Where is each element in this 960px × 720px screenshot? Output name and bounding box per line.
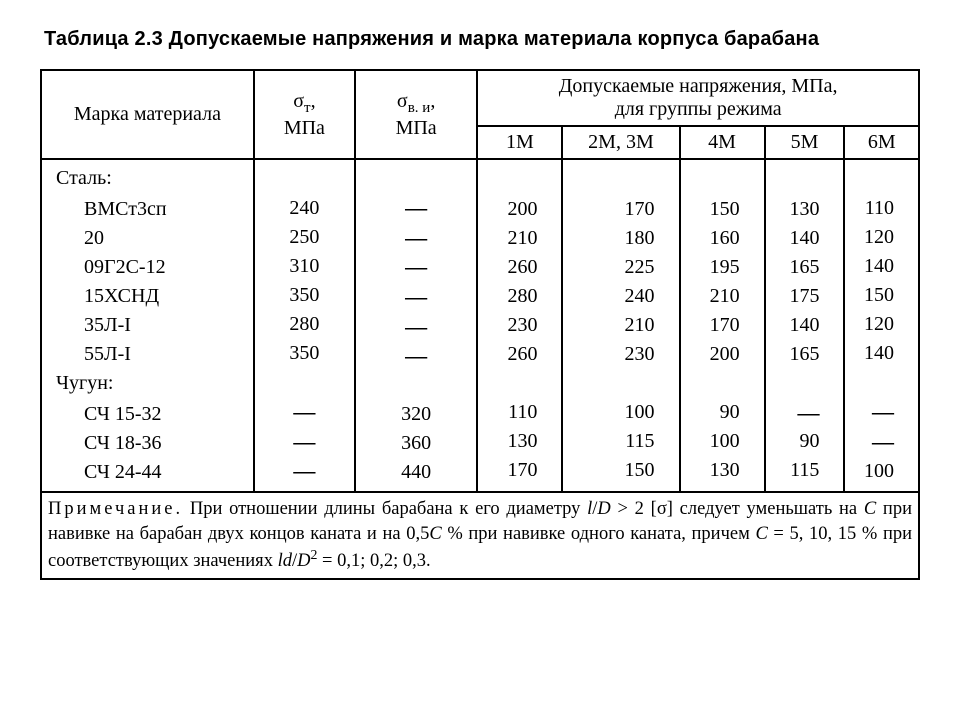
table-cell: 225 [569,253,654,282]
table-cell: 100 [687,427,740,456]
table-cell: 110 [851,194,894,223]
table-cell: 140 [772,311,820,340]
table-cell: 140 [772,224,820,253]
table-cell: 130 [687,456,740,485]
table-cell: 150 [569,456,654,485]
table-cell: 195 [687,253,740,282]
table-cell: 100 [851,457,894,486]
table-cell: 165 [772,340,820,369]
table-cell: — [772,398,820,428]
table-cell: 115 [569,427,654,456]
table-cell: 170 [484,456,537,485]
header-23m: 2М, 3М [562,126,679,159]
table-cell: — [362,193,470,223]
table-cell: 170 [687,311,740,340]
table-cell: 175 [772,282,820,311]
header-6m: 6М [844,126,919,159]
table-cell: 230 [569,340,654,369]
table-cell: 280 [484,282,537,311]
table-cell: 180 [569,224,654,253]
table-cell: 100 [569,398,654,427]
table-caption: Таблица 2.3 Допускаемые напряжения и мар… [44,28,920,51]
section-label: Чугун: [56,369,247,398]
table-cell: 200 [687,340,740,369]
table-cell: 280 [261,310,348,339]
header-sigma-t: σт,МПа [254,70,355,159]
table-cell: 230 [484,311,537,340]
header-4m: 4М [680,126,765,159]
table-cell: 320 [362,400,470,429]
table-cell: 360 [362,429,470,458]
table-cell: 210 [569,311,654,340]
table-cell: — [261,427,348,457]
header-group-title: Допускаемые напряжения, МПа,для группы р… [477,70,919,126]
table-cell: 210 [484,224,537,253]
table-cell: 165 [772,253,820,282]
table-cell: 260 [484,340,537,369]
stress-table: Марка материала σт,МПа σв. и,МПа Допуска… [40,69,920,580]
material-name: 55Л-I [56,340,247,369]
header-sigma-b: σв. и,МПа [355,70,477,159]
table-cell: 260 [484,253,537,282]
table-cell: 200 [484,195,537,224]
table-cell: 240 [569,282,654,311]
table-cell: 170 [569,195,654,224]
table-cell: 210 [687,282,740,311]
header-1m: 1М [477,126,562,159]
table-cell: — [362,341,470,371]
table-cell: 140 [851,252,894,281]
table-cell: — [362,252,470,282]
material-name: СЧ 24-44 [56,458,247,487]
table-cell: 250 [261,223,348,252]
table-cell: 90 [687,398,740,427]
table-cell: 90 [772,427,820,456]
header-5m: 5М [765,126,845,159]
table-cell: — [362,312,470,342]
material-name: 35Л-I [56,311,247,340]
table-cell: 130 [772,195,820,224]
table-cell: — [261,456,348,486]
table-cell: — [851,427,894,457]
table-cell: 310 [261,252,348,281]
table-cell: — [362,223,470,253]
material-name: 20 [56,224,247,253]
table-cell: 350 [261,281,348,310]
material-name: ВМСт3сп [56,195,247,224]
table-cell: 120 [851,223,894,252]
table-cell: 130 [484,427,537,456]
table-cell: — [851,397,894,427]
data-row: Сталь:ВМСт3сп2009Г2С-1215ХСНД35Л-I55Л-IЧ… [41,159,919,492]
table-cell: 115 [772,456,820,485]
table-cell: 350 [261,339,348,368]
table-cell: 160 [687,224,740,253]
table-cell: 440 [362,458,470,487]
table-cell: — [362,282,470,312]
material-name: СЧ 18-36 [56,429,247,458]
material-name: СЧ 15-32 [56,400,247,429]
table-cell: 150 [851,281,894,310]
table-cell: 110 [484,398,537,427]
material-name: 09Г2С-12 [56,253,247,282]
material-name: 15ХСНД [56,282,247,311]
table-cell: — [261,397,348,427]
table-cell: 240 [261,194,348,223]
table-cell: 120 [851,310,894,339]
table-cell: 140 [851,339,894,368]
table-cell: 150 [687,195,740,224]
section-label: Сталь: [56,164,247,193]
table-note: Примечание. При отношении длины барабана… [41,492,919,579]
header-material: Марка материала [41,70,254,159]
